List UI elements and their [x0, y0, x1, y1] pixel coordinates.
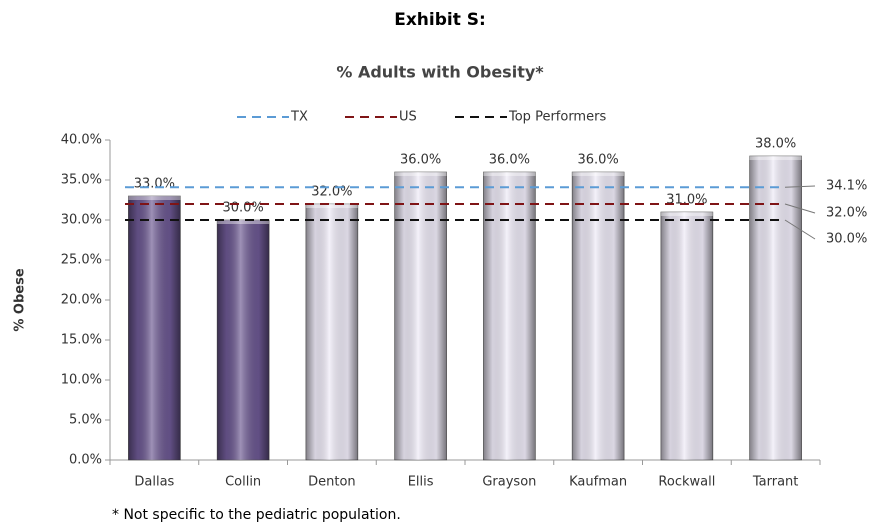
reference-label: 30.0% [826, 232, 867, 247]
bar-shade [660, 212, 713, 460]
label-leader [784, 185, 816, 188]
bar-cap [305, 204, 358, 208]
y-tick-label: 35.0% [61, 173, 102, 188]
x-tick-label: Ellis [408, 475, 434, 490]
legend-label: TX [290, 110, 308, 125]
x-tick-label: Kaufman [569, 475, 627, 490]
bar-cap [572, 172, 625, 176]
bar-cap [660, 212, 713, 216]
label-leader [784, 203, 816, 214]
y-tick-label: 0.0% [69, 453, 102, 468]
bar-shade [128, 196, 181, 460]
bar-shade [572, 172, 625, 460]
label-leader [784, 219, 816, 240]
x-tick-label: Denton [308, 475, 356, 490]
bar-shade [305, 204, 358, 460]
y-axis-title: % Obese [13, 268, 28, 331]
chart-title: Exhibit S: [394, 10, 486, 30]
bar-shade [217, 220, 270, 460]
data-label: 36.0% [489, 153, 530, 168]
bar-shade [749, 156, 802, 460]
data-label: 36.0% [400, 153, 441, 168]
bar-cap [483, 172, 536, 176]
data-label: 36.0% [577, 153, 618, 168]
y-tick-label: 25.0% [61, 253, 102, 268]
y-tick-label: 30.0% [61, 213, 102, 228]
legend-label: Top Performers [508, 110, 606, 125]
y-tick-label: 40.0% [61, 133, 102, 148]
x-tick-label: Grayson [482, 475, 536, 490]
x-tick-label: Tarrant [752, 475, 799, 490]
data-label: 31.0% [666, 193, 707, 208]
bar-shade [483, 172, 536, 460]
data-label: 30.0% [222, 201, 263, 216]
data-label: 38.0% [755, 137, 796, 152]
bar-cap [217, 220, 270, 224]
bar-cap [394, 172, 447, 176]
reference-label: 32.0% [826, 206, 867, 221]
bar-shade [394, 172, 447, 460]
footnote: * Not specific to the pediatric populati… [112, 507, 401, 523]
y-tick-label: 10.0% [61, 373, 102, 388]
x-tick-label: Dallas [134, 475, 174, 490]
bar-cap [128, 196, 181, 200]
y-tick-label: 5.0% [69, 413, 102, 428]
reference-label: 34.1% [826, 179, 867, 194]
bar-cap [749, 156, 802, 160]
x-tick-label: Rockwall [658, 475, 715, 490]
y-tick-label: 15.0% [61, 333, 102, 348]
chart-subtitle: % Adults with Obesity* [336, 63, 544, 82]
y-tick-label: 20.0% [61, 293, 102, 308]
legend-label: US [399, 110, 417, 125]
data-label: 33.0% [134, 177, 175, 192]
data-label: 32.0% [311, 185, 352, 200]
x-tick-label: Collin [225, 475, 261, 490]
